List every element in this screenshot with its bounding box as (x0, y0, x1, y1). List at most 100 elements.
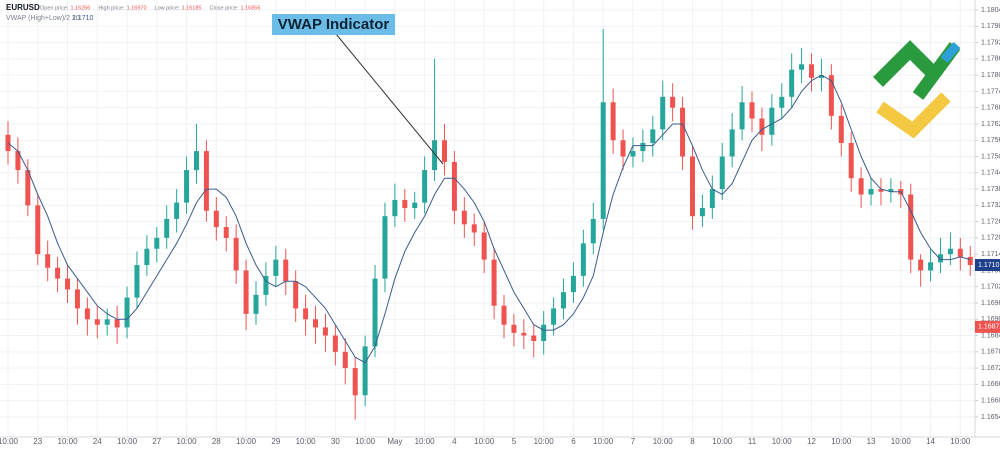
plot (5, 29, 973, 420)
y-tick-label: 1.16960 (981, 300, 1000, 307)
y-tick-label: 1.17860 (981, 56, 1000, 63)
candle-body (521, 332, 527, 336)
candle-body (184, 170, 190, 203)
x-tick-label: 23 (33, 437, 42, 446)
candle-body (640, 142, 646, 152)
candle-body (937, 254, 943, 263)
price-label: 1.16872 (978, 324, 1000, 331)
candle-body (828, 75, 834, 116)
candle-body (293, 281, 299, 309)
candle-body (580, 243, 586, 276)
y-tick-label: 1.17680 (981, 105, 1000, 112)
candle-body (114, 319, 120, 328)
y-tick-label: 1.18040 (981, 7, 1000, 14)
y-tick-label: 1.17980 (981, 23, 1000, 30)
candle-body (650, 129, 656, 143)
candle-body (213, 210, 219, 228)
candle-body (402, 199, 408, 209)
logo-green (873, 40, 940, 87)
candle-body (263, 275, 269, 295)
y-tick-label: 1.17320 (981, 202, 1000, 209)
candle-body (799, 64, 805, 70)
candle-body (789, 69, 795, 97)
candle-body (104, 319, 110, 325)
candle-body (551, 308, 557, 325)
y-tick-label: 1.17140 (981, 251, 1000, 258)
price-label: 1.1710 (978, 262, 1000, 269)
candle-body (332, 335, 338, 352)
y-tick-label: 1.17620 (981, 121, 1000, 128)
candle-body (501, 305, 507, 325)
y-tick-label: 1.16840 (981, 332, 1000, 339)
candle-body (253, 294, 259, 314)
candle-body (35, 205, 41, 255)
candle-body (888, 189, 894, 192)
candle-body (352, 368, 358, 396)
y-tick-label: 1.17020 (981, 284, 1000, 291)
x-tick-label: May (387, 437, 402, 446)
price-label-box (975, 259, 1000, 272)
x-tick-label: 10:00 (177, 437, 198, 446)
candle-body (322, 327, 328, 336)
x-tick-label: 12 (807, 437, 816, 446)
x-tick-label: 10:00 (593, 437, 614, 446)
candle-body (164, 218, 170, 238)
info-label: Close price: (209, 5, 239, 11)
candle-body (918, 259, 924, 271)
x-tick-label: 10:00 (653, 437, 674, 446)
x-tick-label: 28 (212, 437, 221, 446)
candle-body (729, 129, 735, 157)
y-tick-label: 1.17800 (981, 72, 1000, 79)
candle-body (590, 218, 596, 244)
candle-body (600, 102, 606, 219)
y-tick-label: 1.17380 (981, 186, 1000, 193)
y-tick-label: 1.16660 (981, 381, 1000, 388)
candle-body (471, 224, 477, 233)
annotation-arrow (335, 33, 444, 165)
candle-body (818, 75, 824, 78)
info-value: 1.16856 (241, 5, 261, 11)
candle-body (928, 262, 934, 271)
candle-body (610, 102, 616, 141)
x-tick-label: 10:00 (58, 437, 79, 446)
x-tick-label: 14 (926, 437, 935, 446)
candle-body (174, 202, 180, 219)
candle-body (342, 351, 348, 369)
candle-body (699, 208, 705, 217)
candle-body (967, 256, 973, 266)
candle-body (203, 151, 209, 211)
candle-body (660, 96, 666, 130)
candle-body (432, 140, 438, 171)
candle-body (223, 227, 229, 238)
candle-body (769, 107, 775, 135)
candle-body (709, 189, 715, 209)
y-tick-label: 1.17200 (981, 235, 1000, 242)
x-tick-label: 10:00 (0, 437, 19, 446)
candle-body (481, 232, 487, 260)
candle-body (848, 142, 854, 179)
y-tick-label: 1.16780 (981, 349, 1000, 356)
candle-body (134, 265, 140, 298)
x-tick-label: 8 (690, 437, 695, 446)
candle-body (680, 107, 686, 157)
candle-body (65, 278, 71, 290)
candle-body (243, 270, 249, 314)
candle-body (313, 319, 319, 328)
candle-body (55, 267, 61, 279)
candle-body (630, 151, 636, 157)
candle-body (154, 237, 160, 249)
candle-body (124, 297, 130, 328)
candle-body (868, 189, 874, 195)
candle-body (749, 102, 755, 119)
candle-body (144, 248, 150, 266)
x-tick-label: 10:00 (236, 437, 257, 446)
y-tick-label: 1.16540 (981, 414, 1000, 421)
candle-body (193, 151, 199, 171)
y-tick-label: 1.17260 (981, 218, 1000, 225)
ohlc-info: Open price: 1.16256 High price: 1.16970 Low … (40, 5, 260, 11)
candle-body (412, 202, 418, 209)
axes: 1.16540 1.16600 1.16660 1.16720 1.16780 1.168… (0, 7, 1000, 446)
candle-body (739, 102, 745, 130)
x-tick-label: 30 (331, 437, 340, 446)
